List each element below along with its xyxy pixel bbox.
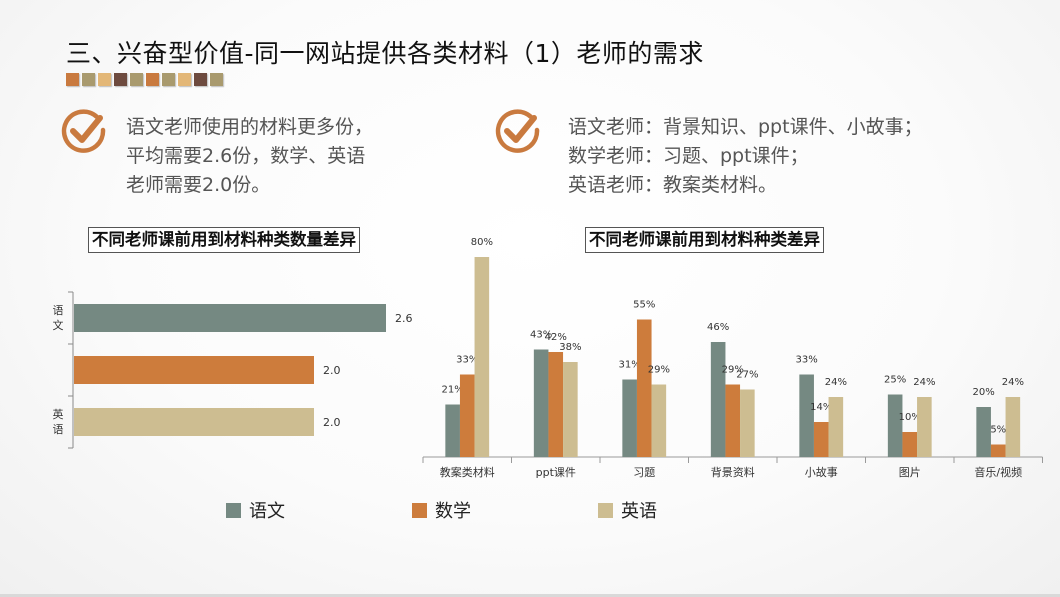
bar-value-label: 24% — [1002, 377, 1024, 388]
bar-数学-ppt课件 — [548, 352, 564, 457]
bar-英语-习题 — [651, 384, 667, 457]
bar-value-label: 31% — [619, 360, 641, 371]
bar-数学-小故事 — [813, 422, 829, 457]
x-tick-label: 图片 — [899, 466, 921, 479]
decor-square — [210, 73, 223, 86]
bar-value-label: 27% — [736, 370, 758, 381]
right-chart-title: 不同老师课前用到材料种类差异 — [585, 227, 824, 253]
decor-square — [162, 73, 175, 86]
bar-英语-背景资料 — [740, 389, 755, 457]
right-bar-chart: 教案类材料 21% 33% 80% ppt课件 43%42%38% 习题 31% 55% 29% 背… — [422, 237, 1043, 479]
x-tick-label: ppt课件 — [536, 466, 576, 479]
legend-swatch — [226, 502, 241, 518]
y-tick-label: 语 — [53, 423, 64, 436]
bar-语文-图片 — [887, 394, 903, 457]
x-tick-label: 习题 — [633, 466, 655, 479]
left-chart-title: 不同老师课前用到材料种类数量差异 — [88, 227, 360, 253]
bar-英语-小故事 — [828, 397, 844, 457]
decor-square — [66, 73, 79, 86]
left-point-line: 老师需要2.0份。 — [126, 174, 271, 196]
bar-语文-音乐/视频 — [976, 407, 991, 457]
bar-数学-教案类材料 — [459, 374, 475, 457]
legend-swatch — [598, 502, 613, 518]
y-tick-label: 语 — [53, 304, 64, 317]
page-title: 三、兴奋型价值-同一网站提供各类材料（1）老师的需求 — [66, 39, 704, 68]
legend-label: 英语 — [621, 501, 657, 522]
bar-英语-音乐/视频 — [1005, 397, 1021, 457]
bar-数学-习题 — [636, 319, 652, 457]
bar-value-label: 20% — [973, 387, 995, 398]
bar-英语-教案类材料 — [474, 257, 490, 457]
bar-数学-音乐/视频 — [990, 444, 1006, 457]
left-point-text: 语文老师使用的材料更多份， 平均需要2.6份，数学、英语 老师需要2.0份。 — [126, 113, 373, 200]
checkmark-circle-icon — [61, 109, 106, 153]
y-tick-label: 文 — [53, 318, 64, 332]
bar-语文-ppt课件 — [533, 349, 549, 457]
bar-value-label: 38% — [559, 342, 581, 353]
bar-value-label: 43% — [530, 330, 552, 341]
bar-value-label: 80% — [471, 237, 493, 248]
decor-square — [178, 73, 191, 86]
right-point-line: 数学老师：习题、ppt课件； — [568, 145, 809, 167]
right-point-line: 英语老师：教案类材料。 — [568, 174, 778, 196]
right-point-line: 语文老师：背景知识、ppt课件、小故事； — [568, 116, 923, 138]
bottom-divider — [0, 594, 1060, 597]
bar-语文-背景资料 — [710, 342, 726, 457]
bar-value-label: 29% — [648, 365, 670, 376]
checkmark-circle-icon — [495, 109, 540, 153]
bar-value-label: 2.6 — [395, 312, 413, 325]
bar-语文-教案类材料 — [445, 404, 460, 457]
bar-value-label: 24% — [913, 377, 935, 388]
left-point-line: 语文老师使用的材料更多份， — [126, 116, 374, 138]
bar-value-label: 46% — [707, 322, 729, 333]
x-tick-label: 教案类材料 — [440, 465, 495, 479]
bar-value-label: 55% — [633, 300, 655, 311]
bar-语文-小故事 — [799, 374, 814, 457]
bar-数学-图片 — [902, 432, 918, 457]
bar-value-label: 29% — [722, 365, 744, 376]
bar-value-label: 24% — [825, 377, 847, 388]
bar-value-label: 25% — [884, 375, 906, 386]
decor-square — [114, 73, 127, 86]
bar-value-label: 5% — [990, 425, 1006, 436]
bar-英语-图片 — [917, 397, 932, 457]
bar-value-label: 33% — [456, 355, 478, 366]
legend-swatch — [412, 502, 427, 518]
bar-value-label: 42% — [545, 332, 567, 343]
right-point-text: 语文老师：背景知识、ppt课件、小故事； 数学老师：习题、ppt课件； 英语老师… — [568, 113, 923, 200]
decor-square — [194, 73, 207, 86]
x-tick-label: 音乐/视频 — [974, 465, 1022, 479]
y-tick-label: 英 — [53, 407, 64, 421]
title-decoration — [66, 73, 223, 86]
x-tick-label: 小故事 — [805, 465, 838, 479]
decor-square — [82, 73, 95, 86]
bar-英语 — [74, 408, 314, 436]
legend-label: 语文 — [249, 501, 285, 522]
bar-value-label: 33% — [796, 355, 818, 366]
decor-square — [98, 73, 111, 86]
legend-item-yuwen: 语文 — [226, 497, 285, 523]
decor-square — [130, 73, 143, 86]
legend-item-yingyu: 英语 — [598, 497, 657, 523]
bar-value-label: 2.0 — [323, 364, 341, 377]
x-tick-label: 背景资料 — [711, 465, 755, 479]
bar-数学-背景资料 — [725, 384, 741, 457]
bar-英语-ppt课件 — [563, 362, 578, 457]
bar-value-label: 2.0 — [323, 416, 341, 429]
legend-item-shuxue: 数学 — [412, 497, 471, 523]
decor-square — [146, 73, 159, 86]
legend-label: 数学 — [435, 501, 471, 522]
bar-语文-习题 — [622, 379, 637, 457]
bar-语文 — [74, 304, 386, 332]
bar-数学 — [74, 356, 314, 384]
bar-value-label: 21% — [442, 385, 464, 396]
left-point-line: 平均需要2.6份，数学、英语 — [126, 145, 366, 167]
bar-value-label: 14% — [810, 402, 832, 413]
bar-value-label: 10% — [899, 412, 921, 423]
